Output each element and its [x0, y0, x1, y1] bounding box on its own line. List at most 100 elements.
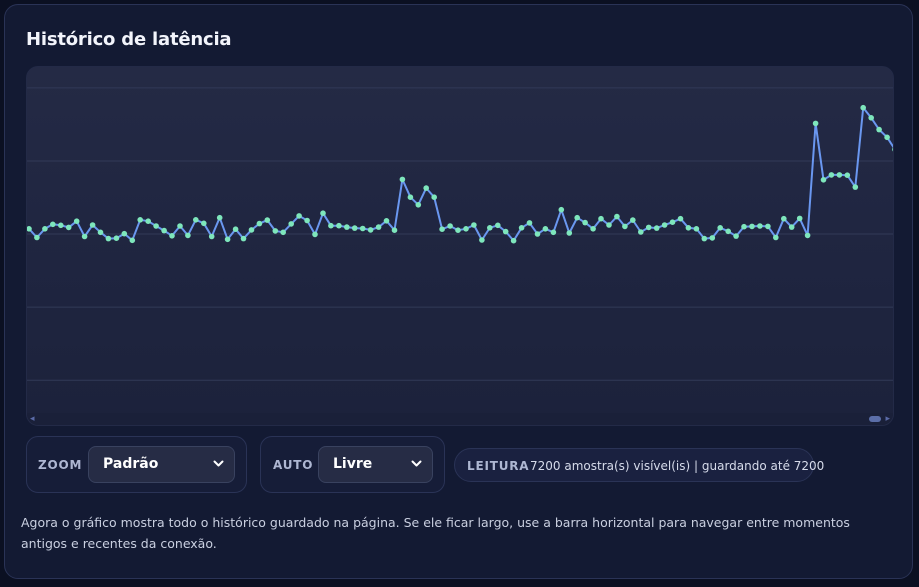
zoom-select[interactable]: Padrão	[88, 446, 235, 483]
data-point	[645, 224, 652, 231]
data-point	[304, 217, 310, 224]
data-point	[73, 218, 80, 224]
data-point	[836, 172, 843, 178]
data-point	[574, 214, 580, 221]
data-point	[788, 224, 795, 230]
data-point	[709, 235, 716, 241]
data-point	[892, 147, 893, 152]
data-point	[622, 223, 628, 230]
data-point	[399, 176, 406, 183]
data-point	[781, 215, 787, 222]
data-point	[471, 222, 477, 228]
data-point	[65, 224, 72, 231]
data-point	[796, 215, 803, 222]
data-point	[606, 222, 612, 228]
data-point	[232, 226, 239, 232]
data-point	[367, 227, 374, 233]
latency-chart[interactable]: ◂ ▸	[26, 66, 894, 426]
data-point	[479, 237, 485, 243]
data-point	[407, 194, 414, 200]
data-point	[630, 217, 636, 223]
reading-text: 7200 amostra(s) visível(is) | guardando …	[530, 459, 825, 473]
data-point	[828, 172, 835, 178]
latency-series-line	[28, 106, 893, 242]
data-point	[351, 225, 358, 231]
data-point	[733, 233, 739, 239]
data-point	[590, 226, 596, 232]
data-point	[34, 234, 40, 241]
data-point	[153, 223, 159, 229]
data-point	[113, 235, 120, 241]
data-point	[765, 223, 771, 230]
data-point	[526, 220, 533, 226]
data-point	[717, 225, 723, 231]
zoom-control: ZOOM Padrão	[26, 436, 247, 493]
data-point	[518, 225, 525, 231]
data-point	[359, 225, 366, 232]
data-point	[852, 184, 859, 190]
data-point	[145, 218, 151, 224]
data-point	[566, 230, 573, 236]
data-point	[439, 226, 445, 232]
data-point	[312, 231, 318, 238]
data-point	[264, 217, 271, 223]
data-point	[224, 236, 231, 243]
data-point	[876, 126, 882, 133]
data-point	[804, 232, 811, 239]
latency-chart-svg	[27, 87, 893, 381]
data-point	[288, 221, 295, 227]
data-point	[177, 223, 183, 229]
data-point	[328, 222, 334, 229]
data-point	[447, 223, 453, 229]
scrollbar-thumb[interactable]	[869, 416, 881, 422]
data-point	[240, 235, 247, 242]
data-point	[669, 219, 676, 225]
data-point	[336, 222, 342, 229]
data-point	[272, 228, 279, 234]
data-point	[296, 213, 302, 219]
data-point	[502, 228, 509, 235]
scroll-left-icon[interactable]: ◂	[30, 414, 35, 424]
auto-label: AUTO	[273, 458, 314, 472]
data-point	[812, 120, 819, 127]
data-point	[741, 223, 747, 230]
data-point	[89, 222, 96, 228]
reading-status-pill: LEITURA 7200 amostra(s) visível(is) | gu…	[454, 448, 824, 482]
data-point	[598, 215, 604, 222]
data-point	[201, 220, 207, 227]
data-point	[463, 226, 469, 232]
data-point	[161, 227, 167, 234]
data-point	[193, 217, 199, 223]
data-point	[534, 231, 541, 237]
data-point	[495, 222, 501, 229]
data-point	[884, 134, 890, 141]
data-point	[614, 213, 620, 220]
data-point	[105, 235, 112, 242]
data-point	[844, 172, 851, 178]
data-point	[137, 217, 143, 223]
chevron-down-icon	[411, 460, 422, 467]
data-point	[169, 233, 175, 239]
horizontal-scrollbar[interactable]: ◂ ▸	[27, 413, 893, 425]
data-point	[820, 177, 827, 183]
data-point	[431, 194, 438, 200]
data-point	[757, 223, 763, 229]
data-point	[653, 225, 660, 231]
data-point	[773, 234, 779, 241]
data-point	[185, 232, 191, 239]
reading-label: LEITURA	[467, 459, 530, 473]
description-text: Agora o gráfico mostra todo o histórico …	[21, 515, 850, 551]
scroll-right-icon[interactable]: ▸	[885, 414, 890, 424]
data-point	[423, 185, 430, 191]
data-point	[97, 229, 104, 236]
data-point	[58, 222, 64, 229]
data-point	[582, 219, 588, 226]
data-point	[415, 202, 422, 208]
data-point	[375, 224, 382, 230]
data-point	[860, 104, 866, 111]
auto-select-value: Livre	[333, 456, 373, 472]
data-point	[725, 228, 731, 235]
auto-select[interactable]: Livre	[318, 446, 433, 483]
data-point	[550, 229, 557, 236]
data-point	[27, 226, 32, 232]
